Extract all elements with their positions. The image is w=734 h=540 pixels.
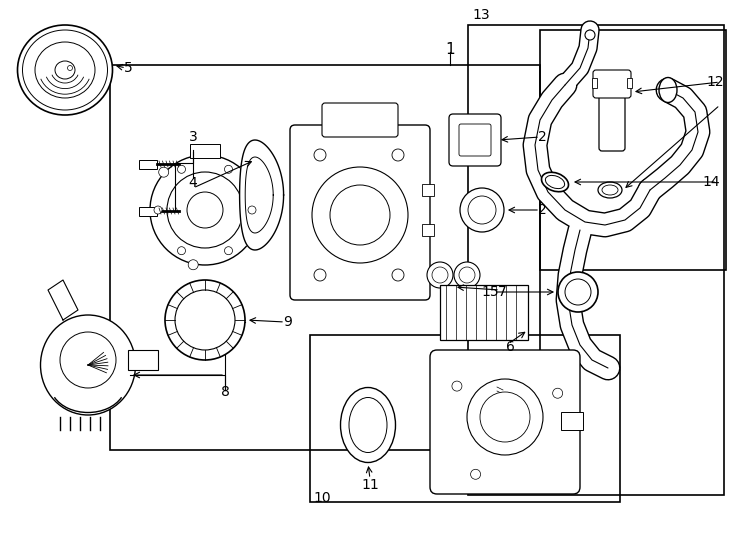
- Circle shape: [468, 196, 496, 224]
- FancyBboxPatch shape: [290, 125, 430, 300]
- Bar: [422, 224, 434, 236]
- Circle shape: [165, 280, 245, 360]
- Text: 12: 12: [706, 75, 724, 89]
- Circle shape: [330, 185, 390, 245]
- Circle shape: [392, 269, 404, 281]
- Circle shape: [248, 206, 256, 214]
- Circle shape: [60, 332, 116, 388]
- Bar: [190, 144, 220, 158]
- Circle shape: [167, 172, 243, 248]
- Text: 4: 4: [189, 176, 197, 190]
- Bar: [561, 412, 583, 430]
- Ellipse shape: [18, 25, 112, 115]
- Text: 10: 10: [313, 491, 330, 505]
- Bar: [440, 285, 528, 340]
- Circle shape: [68, 65, 73, 71]
- Circle shape: [159, 167, 169, 177]
- Circle shape: [188, 260, 198, 270]
- FancyBboxPatch shape: [593, 70, 631, 98]
- Text: 1: 1: [446, 43, 455, 57]
- Polygon shape: [48, 280, 78, 320]
- Circle shape: [460, 188, 504, 232]
- Bar: [128, 350, 158, 370]
- Text: 5: 5: [123, 61, 132, 75]
- FancyBboxPatch shape: [459, 124, 491, 156]
- Bar: [110, 65, 540, 450]
- Circle shape: [225, 247, 233, 255]
- Text: 15: 15: [482, 285, 499, 299]
- Circle shape: [432, 267, 448, 283]
- Circle shape: [154, 206, 162, 214]
- Bar: [592, 78, 597, 88]
- Text: 8: 8: [220, 385, 230, 399]
- Text: 14: 14: [702, 175, 720, 189]
- Text: 6: 6: [506, 340, 515, 354]
- Text: 11: 11: [361, 478, 379, 492]
- Ellipse shape: [40, 315, 136, 415]
- Bar: [139, 207, 157, 216]
- Circle shape: [150, 155, 260, 265]
- Ellipse shape: [659, 78, 677, 103]
- Circle shape: [187, 192, 223, 228]
- Circle shape: [467, 379, 543, 455]
- Circle shape: [480, 392, 530, 442]
- Circle shape: [454, 262, 480, 288]
- Ellipse shape: [598, 182, 622, 198]
- Circle shape: [225, 165, 233, 173]
- Circle shape: [558, 272, 598, 312]
- Circle shape: [312, 167, 408, 263]
- Circle shape: [314, 149, 326, 161]
- Ellipse shape: [55, 61, 75, 79]
- Bar: [468, 25, 724, 495]
- Circle shape: [585, 30, 595, 40]
- Polygon shape: [239, 140, 283, 250]
- Circle shape: [565, 279, 591, 305]
- Circle shape: [427, 262, 453, 288]
- FancyBboxPatch shape: [449, 114, 501, 166]
- Text: 9: 9: [283, 315, 292, 329]
- Text: 2: 2: [537, 203, 546, 217]
- Bar: [422, 184, 434, 196]
- Ellipse shape: [542, 172, 569, 192]
- Ellipse shape: [545, 176, 564, 188]
- Text: 2: 2: [537, 130, 546, 144]
- Ellipse shape: [602, 185, 618, 195]
- Circle shape: [392, 149, 404, 161]
- FancyBboxPatch shape: [322, 103, 398, 137]
- Ellipse shape: [349, 397, 387, 453]
- FancyBboxPatch shape: [599, 90, 625, 151]
- Circle shape: [314, 269, 326, 281]
- Text: 3: 3: [189, 130, 197, 144]
- Circle shape: [175, 290, 235, 350]
- Ellipse shape: [35, 42, 95, 98]
- Circle shape: [452, 381, 462, 391]
- Circle shape: [253, 188, 264, 199]
- Ellipse shape: [341, 388, 396, 462]
- Circle shape: [459, 267, 475, 283]
- FancyBboxPatch shape: [430, 350, 580, 494]
- Circle shape: [178, 247, 186, 255]
- Bar: [139, 160, 157, 169]
- Bar: [627, 78, 632, 88]
- Circle shape: [178, 165, 186, 173]
- Text: 7: 7: [498, 285, 506, 299]
- Circle shape: [553, 388, 563, 398]
- Ellipse shape: [23, 30, 107, 110]
- Polygon shape: [245, 157, 273, 233]
- Bar: [310, 335, 620, 502]
- Text: 13: 13: [472, 8, 490, 22]
- Bar: [540, 30, 726, 270]
- Circle shape: [470, 469, 481, 480]
